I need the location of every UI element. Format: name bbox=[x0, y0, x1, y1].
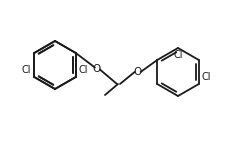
Text: Cl: Cl bbox=[22, 65, 31, 75]
Text: O: O bbox=[93, 63, 101, 74]
Text: Cl: Cl bbox=[173, 50, 183, 60]
Text: Cl: Cl bbox=[202, 72, 211, 82]
Text: O: O bbox=[134, 67, 142, 77]
Text: Cl: Cl bbox=[79, 65, 88, 75]
